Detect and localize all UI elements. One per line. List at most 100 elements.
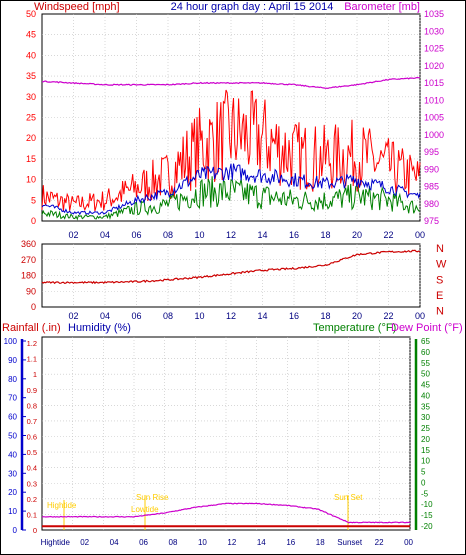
temp-ytick-40: 40 <box>421 391 430 400</box>
humidity-ytick-20: 20 <box>8 488 17 497</box>
compass-label-1: W <box>436 259 447 271</box>
wind-xtick-22: 22 <box>383 230 393 240</box>
temp-ytick--15: -15 <box>421 511 433 520</box>
wind-ytick-10: 10 <box>26 175 36 185</box>
rain-ytick-0.8: 0.8 <box>27 401 37 410</box>
temp-ytick-0: 0 <box>421 478 426 487</box>
temp-ytick--5: -5 <box>421 489 429 498</box>
dir-ytick-360: 360 <box>21 239 36 249</box>
humidity-ytick-80: 80 <box>8 375 17 384</box>
baro-ytick-1010: 1010 <box>424 95 444 105</box>
lowtide-annotation: Lowtide <box>131 505 159 514</box>
windspeed-gust-line <box>41 89 421 212</box>
temp-ytick-25: 25 <box>421 424 430 433</box>
dir-xtick-06: 06 <box>131 311 141 321</box>
wind-xtick-16: 16 <box>289 230 299 240</box>
dir-xtick-22: 22 <box>383 311 393 321</box>
bottom-xtick-0: Hightide <box>41 538 71 547</box>
humidity-ytick-100: 100 <box>4 337 18 346</box>
compass-label-4: N <box>436 306 444 318</box>
temp-ytick-55: 55 <box>421 359 430 368</box>
baro-ytick-1015: 1015 <box>424 78 444 88</box>
wind-xtick-04: 04 <box>100 230 110 240</box>
baro-ytick-1000: 1000 <box>424 130 444 140</box>
baro-ytick-985: 985 <box>424 182 439 192</box>
humidity-ytick-10: 10 <box>8 507 17 516</box>
rain-ytick-0.2: 0.2 <box>27 495 37 504</box>
temp-ytick-65: 65 <box>421 337 430 346</box>
humidity-ytick-70: 70 <box>8 394 17 403</box>
wind-xtick-14: 14 <box>257 230 267 240</box>
dir-ytick-270: 270 <box>21 255 36 265</box>
wind-direction-line <box>41 249 421 285</box>
temp-ytick--20: -20 <box>421 522 433 531</box>
temp-ytick-60: 60 <box>421 348 430 357</box>
sunrise-annotation: Sun Rise <box>136 493 169 502</box>
chart-title: 24 hour graph day : April 15 2014 <box>171 1 334 13</box>
barometer-line <box>42 76 421 90</box>
rain-ytick-0.9: 0.9 <box>27 386 37 395</box>
rain-ytick-0.1: 0.1 <box>27 510 37 519</box>
dir-ytick-90: 90 <box>26 286 36 296</box>
humidity-ytick-30: 30 <box>8 469 17 478</box>
wind-xtick-08: 08 <box>163 230 173 240</box>
wind-ytick-20: 20 <box>26 133 36 143</box>
baro-ytick-980: 980 <box>424 199 439 209</box>
rain-humidity-temp-panel: Rainfall (.in) Humidity (%) Temperature … <box>2 322 463 547</box>
baro-ytick-1025: 1025 <box>424 44 444 54</box>
wind-xtick-00: 00 <box>415 230 425 240</box>
bottom-xtick-5: 10 <box>198 538 207 547</box>
rain-ytick-0: 0 <box>33 526 37 535</box>
wind-ytick-15: 15 <box>26 154 36 164</box>
humidity-line <box>41 502 410 524</box>
rain-ytick-0.4: 0.4 <box>27 464 37 473</box>
rain-ytick-0.3: 0.3 <box>27 479 37 488</box>
bottom-xtick-6: 12 <box>227 538 236 547</box>
bottom-xtick-12: 00 <box>404 538 413 547</box>
dir-xtick-02: 02 <box>68 311 78 321</box>
dir-xtick-18: 18 <box>320 311 330 321</box>
rain-ytick-0.7: 0.7 <box>27 417 37 426</box>
temp-ytick-5: 5 <box>421 468 426 477</box>
wind-xtick-18: 18 <box>320 230 330 240</box>
humidity-ytick-50: 50 <box>8 432 17 441</box>
baro-ytick-1005: 1005 <box>424 113 444 123</box>
dir-xtick-04: 04 <box>100 311 110 321</box>
wind-xtick-02: 02 <box>68 230 78 240</box>
bottom-xtick-9: 18 <box>316 538 325 547</box>
temperature-axis-title: Temperature (°F) <box>313 322 396 334</box>
wind-xtick-06: 06 <box>131 230 141 240</box>
bottom-xtick-10: Sunset <box>337 538 363 547</box>
hightide-annotation: Hightide <box>47 501 77 510</box>
rain-ytick-0.5: 0.5 <box>27 448 37 457</box>
temp-ytick-35: 35 <box>421 402 430 411</box>
rain-ytick-0.6: 0.6 <box>27 433 37 442</box>
bottom-xtick-11: 22 <box>375 538 384 547</box>
humidity-axis-title: Humidity (%) <box>68 322 131 334</box>
windspeed-avg-line <box>41 163 421 216</box>
dir-xtick-12: 12 <box>226 311 236 321</box>
bottom-xtick-3: 06 <box>139 538 148 547</box>
wind-ytick-35: 35 <box>26 71 36 81</box>
wind-ytick-25: 25 <box>26 113 36 123</box>
wind-ytick-30: 30 <box>26 92 36 102</box>
dir-xtick-14: 14 <box>257 311 267 321</box>
rain-ytick-1.1: 1.1 <box>27 355 37 364</box>
dir-ytick-0: 0 <box>31 302 36 312</box>
dir-ytick-180: 180 <box>21 271 36 281</box>
temp-ytick-30: 30 <box>421 413 430 422</box>
temp-ytick-20: 20 <box>421 435 430 444</box>
bottom-xtick-4: 08 <box>169 538 178 547</box>
bottom-xtick-7: 14 <box>257 538 266 547</box>
rainfall-axis-title: Rainfall (.in) <box>2 322 61 334</box>
baro-ytick-1030: 1030 <box>424 26 444 36</box>
temp-ytick-45: 45 <box>421 381 430 390</box>
baro-ytick-975: 975 <box>424 216 439 226</box>
wind-xtick-10: 10 <box>194 230 204 240</box>
temp-ytick-10: 10 <box>421 457 430 466</box>
dir-xtick-16: 16 <box>289 311 299 321</box>
temp-ytick-15: 15 <box>421 446 430 455</box>
